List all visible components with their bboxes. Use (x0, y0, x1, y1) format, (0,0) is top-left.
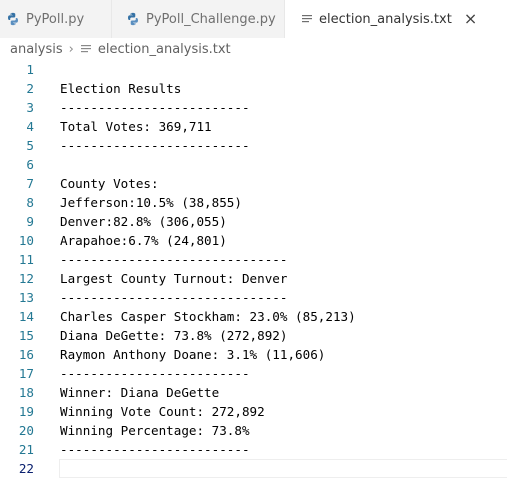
text-file-icon (302, 15, 312, 23)
python-icon (128, 12, 138, 26)
breadcrumb-file[interactable]: election_analysis.txt (97, 41, 231, 57)
line-text: Winning Percentage: 73.8% (60, 423, 250, 438)
editor-line[interactable]: 15 Diana DeGette: 73.8% (272,892) (0, 326, 507, 345)
line-text: Winner: Diana DeGette (60, 385, 220, 400)
line-text: Raymon Anthony Doane: 3.1% (11,606) (60, 347, 326, 362)
chevron-right-icon: › (68, 41, 74, 57)
line-text: ------------------------- (60, 442, 250, 457)
line-number: 17 (18, 366, 34, 381)
editor-line[interactable]: 8 Jefferson:10.5% (38,855) (0, 193, 507, 212)
editor-line[interactable]: 12 Largest County Turnout: Denver (0, 269, 507, 288)
tab-election-analysis[interactable]: election_analysis.txt × (285, 0, 507, 38)
line-number: 4 (26, 119, 34, 134)
line-number: 3 (26, 100, 34, 115)
editor-line[interactable]: 2 Election Results (0, 79, 507, 98)
line-text: ------------------------- (60, 366, 250, 381)
tab-bar: PyPoll.py PyPoll_Challenge.py election_a… (0, 0, 507, 38)
editor-line[interactable]: 9 Denver:82.8% (306,055) (0, 212, 507, 231)
line-number: 14 (18, 309, 34, 324)
line-number: 7 (26, 176, 34, 191)
editor-line[interactable]: 21 ------------------------- (0, 440, 507, 459)
editor-line[interactable]: 13 ------------------------------ (0, 288, 507, 307)
line-text: Jefferson:10.5% (38,855) (60, 195, 242, 210)
tab-label: PyPoll_Challenge.py (146, 11, 276, 27)
editor-line[interactable]: 17 ------------------------- (0, 364, 507, 383)
line-number: 10 (18, 233, 34, 248)
line-text: Charles Casper Stockham: 23.0% (85,213) (60, 309, 356, 324)
line-number: 8 (26, 195, 34, 210)
editor-line[interactable]: 7 County Votes: (0, 174, 507, 193)
tab-label: election_analysis.txt (319, 11, 452, 27)
line-text: ------------------------- (60, 100, 250, 115)
line-number: 9 (26, 214, 34, 229)
line-text: Arapahoe:6.7% (24,801) (60, 233, 227, 248)
editor-line[interactable]: 22 (0, 459, 507, 478)
text-editor[interactable]: 1 2 Election Results 3 ---------------------… (0, 60, 507, 478)
line-number: 16 (18, 347, 34, 362)
breadcrumb: analysis › election_analysis.txt (0, 38, 507, 60)
editor-line[interactable]: 5 ------------------------- (0, 136, 507, 155)
breadcrumb-folder[interactable]: analysis (10, 41, 63, 57)
line-text: Largest County Turnout: Denver (60, 271, 288, 286)
editor-line[interactable]: 20 Winning Percentage: 73.8% (0, 421, 507, 440)
line-text: Denver:82.8% (306,055) (60, 214, 227, 229)
line-number: 1 (26, 62, 34, 77)
line-text: County Votes: (60, 176, 159, 191)
text-file-icon (80, 45, 91, 53)
line-text: Total Votes: 369,711 (60, 119, 212, 134)
line-text: Winning Vote Count: 272,892 (60, 404, 265, 419)
line-number: 13 (18, 290, 34, 305)
line-text: ------------------------- (60, 138, 250, 153)
line-number: 5 (26, 138, 34, 153)
line-number: 11 (18, 252, 34, 267)
editor-line[interactable]: 6 (0, 155, 507, 174)
line-number: 21 (18, 442, 34, 457)
line-number: 2 (26, 81, 34, 96)
line-number: 15 (18, 328, 34, 343)
editor-line[interactable]: 16 Raymon Anthony Doane: 3.1% (11,606) (0, 345, 507, 364)
editor-line[interactable]: 11 ------------------------------ (0, 250, 507, 269)
editor-line[interactable]: 10 Arapahoe:6.7% (24,801) (0, 231, 507, 250)
line-number: 19 (18, 404, 34, 419)
line-text: Election Results (60, 81, 182, 96)
tab-label: PyPoll.py (26, 11, 85, 27)
line-number: 12 (18, 271, 34, 286)
close-icon[interactable]: × (463, 9, 478, 28)
line-number: 18 (18, 385, 34, 400)
line-text: Diana DeGette: 73.8% (272,892) (60, 328, 288, 343)
editor-line[interactable]: 14 Charles Casper Stockham: 23.0% (85,213… (0, 307, 507, 326)
tab-pypoll-challenge[interactable]: PyPoll_Challenge.py (112, 0, 285, 38)
editor-line[interactable]: 1 (0, 60, 507, 79)
python-icon (8, 12, 18, 26)
tab-pypoll[interactable]: PyPoll.py (0, 0, 112, 38)
editor-line[interactable]: 4 Total Votes: 369,711 (0, 117, 507, 136)
line-number: 22 (18, 461, 34, 476)
line-text: ------------------------------ (60, 290, 288, 305)
line-number: 6 (26, 157, 34, 172)
editor-line[interactable]: 19 Winning Vote Count: 272,892 (0, 402, 507, 421)
editor-line[interactable]: 18 Winner: Diana DeGette (0, 383, 507, 402)
current-line-highlight (59, 459, 507, 478)
line-text: ------------------------------ (60, 252, 288, 267)
line-number: 20 (18, 423, 34, 438)
editor-line[interactable]: 3 ------------------------- (0, 98, 507, 117)
